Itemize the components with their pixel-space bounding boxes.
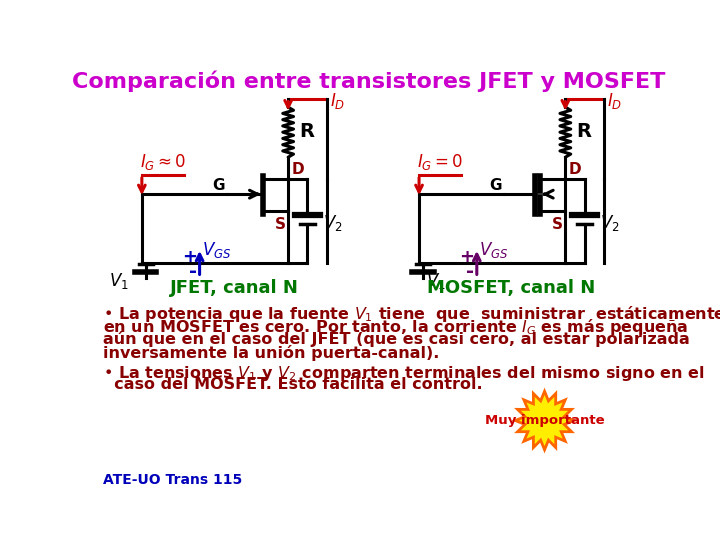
Text: R: R (299, 122, 314, 141)
Text: $V_2$: $V_2$ (323, 213, 343, 233)
Text: $I_D$: $I_D$ (330, 91, 345, 111)
Text: $I_D$: $I_D$ (607, 91, 622, 111)
Text: S: S (275, 217, 286, 232)
Text: ATE-UO Trans 115: ATE-UO Trans 115 (102, 473, 242, 487)
Text: $V_1$: $V_1$ (426, 271, 446, 291)
Text: inversamente la unión puerta-canal).: inversamente la unión puerta-canal). (102, 345, 439, 361)
Text: JFET, canal N: JFET, canal N (170, 279, 299, 297)
Text: • La tensiones $V_1$ y $V_2$ comparten terminales del mismo signo en el: • La tensiones $V_1$ y $V_2$ comparten t… (102, 363, 704, 382)
Text: $V_{GS}$: $V_{GS}$ (202, 240, 231, 260)
Text: • La potencia que la fuente $V_1$ tiene  que  suministrar  estáticamente: • La potencia que la fuente $V_1$ tiene … (102, 303, 720, 323)
Text: +: + (459, 248, 474, 266)
Text: $V_2$: $V_2$ (600, 213, 620, 233)
Text: $I_G = 0$: $I_G = 0$ (417, 152, 463, 172)
Text: G: G (212, 178, 225, 193)
Text: G: G (490, 178, 503, 193)
Text: Comparación entre transistores JFET y MOSFET: Comparación entre transistores JFET y MO… (72, 71, 666, 92)
Text: aún que en el caso del JFET (que es casi cero, al estar polarizada: aún que en el caso del JFET (que es casi… (102, 331, 689, 347)
Text: D: D (291, 162, 304, 177)
Text: en un MOSFET es cero. Por tanto, la corriente $I_G$ es más pequeña: en un MOSFET es cero. Por tanto, la corr… (102, 318, 688, 338)
Text: MOSFET, canal N: MOSFET, canal N (428, 279, 595, 297)
Text: -: - (189, 262, 197, 281)
Text: +: + (182, 248, 197, 266)
Text: D: D (568, 162, 581, 177)
Text: $V_1$: $V_1$ (109, 271, 129, 291)
Text: Muy importante: Muy importante (485, 414, 604, 427)
Text: S: S (552, 217, 563, 232)
Text: $V_{GS}$: $V_{GS}$ (479, 240, 508, 260)
Text: caso del MOSFET. Esto facilita el control.: caso del MOSFET. Esto facilita el contro… (102, 377, 482, 393)
Text: $I_G \approx 0$: $I_G \approx 0$ (140, 152, 186, 172)
Polygon shape (516, 392, 574, 450)
Text: -: - (467, 262, 474, 281)
Text: R: R (576, 122, 591, 141)
